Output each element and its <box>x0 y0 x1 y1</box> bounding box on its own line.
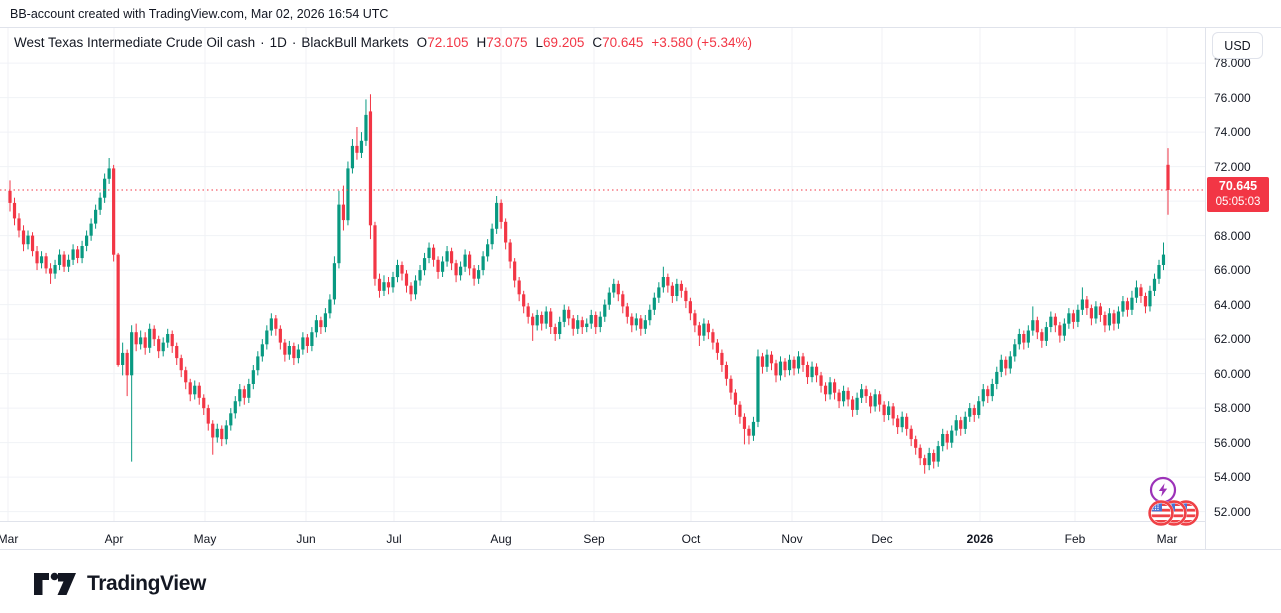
ohlc-letter: H <box>476 35 487 50</box>
ohlc-item: O72.105 <box>417 35 469 50</box>
month-label: Nov <box>781 532 803 546</box>
month-label: May <box>193 532 217 546</box>
symbol-legend: West Texas Intermediate Crude Oil cash · 1… <box>14 35 752 50</box>
price-tick-label: 72.000 <box>1214 160 1251 174</box>
currency-button[interactable]: USD <box>1212 32 1263 59</box>
export-header-bar: BB-account created with TradingView.com,… <box>0 0 1281 28</box>
month-label: Apr <box>104 532 124 546</box>
price-tick-label: 76.000 <box>1214 91 1251 105</box>
us-flags-icon[interactable] <box>1147 499 1201 532</box>
ohlc-letter: C <box>592 35 603 50</box>
last-price-value: 70.645 <box>1218 179 1258 193</box>
ohlc-values: O72.105 H73.075 L69.205 C70.645 <box>409 35 644 50</box>
price-tick-label: 68.000 <box>1214 229 1251 243</box>
price-tick-label: 62.000 <box>1214 332 1251 346</box>
chart-pane[interactable] <box>0 28 1205 550</box>
ohlc-value: 70.645 <box>602 35 644 50</box>
ohlc-value: 72.105 <box>427 35 469 50</box>
month-label: Aug <box>490 532 512 546</box>
legend-separator: · <box>260 35 265 50</box>
ohlc-item: L69.205 <box>536 35 585 50</box>
price-tick-label: 56.000 <box>1214 436 1251 450</box>
price-tick-label: 64.000 <box>1214 298 1251 312</box>
bar-countdown: 05:05:03 <box>1215 196 1261 208</box>
exchange-label[interactable]: BlackBull Markets <box>301 35 409 50</box>
month-label: Jun <box>296 532 316 546</box>
ohlc-letter: O <box>416 35 428 50</box>
price-tick-label: 58.000 <box>1214 401 1251 415</box>
time-axis-separator <box>0 521 1281 522</box>
price-tick-label: 66.000 <box>1214 263 1251 277</box>
month-label: Sep <box>583 532 605 546</box>
ohlc-value: 69.205 <box>543 35 585 50</box>
month-label: Feb <box>1064 532 1086 546</box>
price-tick-label: 78.000 <box>1214 56 1251 70</box>
footer: TradingView <box>0 550 1281 613</box>
symbol-title[interactable]: West Texas Intermediate Crude Oil cash <box>14 35 256 50</box>
price-axis[interactable]: USD 78.000 76.000 74.000 72.000 68.000 66.000… <box>1205 28 1281 549</box>
price-tick-label: 52.000 <box>1214 505 1251 519</box>
price-tick-label: 60.000 <box>1214 367 1251 381</box>
export-note: BB-account created with TradingView.com,… <box>10 7 389 21</box>
interval-label[interactable]: 1D <box>269 35 287 50</box>
tradingview-logo-text: TradingView <box>87 572 206 595</box>
month-label: 2026 <box>966 532 994 546</box>
month-label: Jul <box>386 532 402 546</box>
change-value: +3.580 (+5.34%) <box>651 35 752 50</box>
last-price-badge: 70.645 05:05:03 <box>1207 177 1269 212</box>
month-label: Oct <box>681 532 701 546</box>
ohlc-value: 73.075 <box>486 35 528 50</box>
ohlc-letter: L <box>535 35 544 50</box>
month-label: Mar <box>1156 532 1178 546</box>
tradingview-logo-mark <box>34 572 76 595</box>
ohlc-item: H73.075 <box>476 35 527 50</box>
month-label: Mar <box>0 532 19 546</box>
ohlc-item: C70.645 <box>592 35 643 50</box>
legend-separator2: · <box>291 35 297 50</box>
chart-region: West Texas Intermediate Crude Oil cash · 1… <box>0 28 1281 550</box>
tradingview-logo[interactable]: TradingView <box>33 570 206 598</box>
price-tick-label: 54.000 <box>1214 470 1251 484</box>
month-label: Dec <box>871 532 893 546</box>
price-tick-label: 74.000 <box>1214 125 1251 139</box>
